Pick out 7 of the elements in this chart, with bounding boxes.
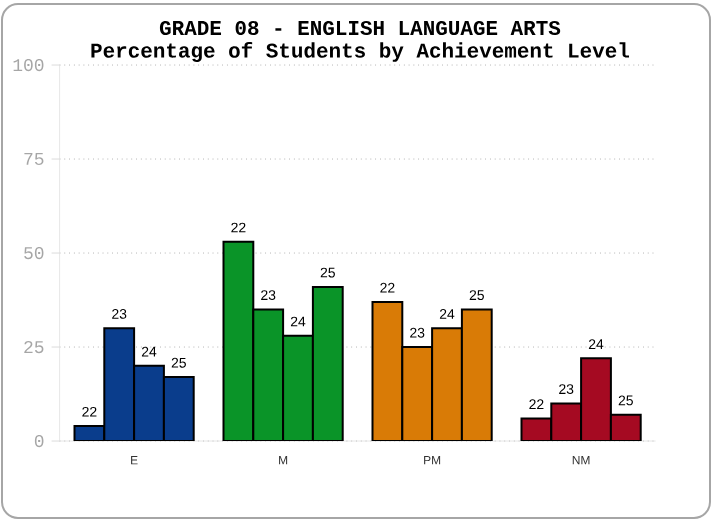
y-tick-label: 100 bbox=[13, 58, 44, 72]
y-tick-label: 50 bbox=[24, 246, 44, 260]
y-tick-label: 25 bbox=[24, 340, 44, 354]
chart-title: GRADE 08 - ENGLISH LANGUAGE ARTS bbox=[159, 20, 561, 36]
chart-subtitle: Percentage of Students by Achievement Level bbox=[91, 42, 630, 62]
y-tick-label: 75 bbox=[24, 153, 44, 166]
y-tick-label: 0 bbox=[34, 434, 44, 448]
